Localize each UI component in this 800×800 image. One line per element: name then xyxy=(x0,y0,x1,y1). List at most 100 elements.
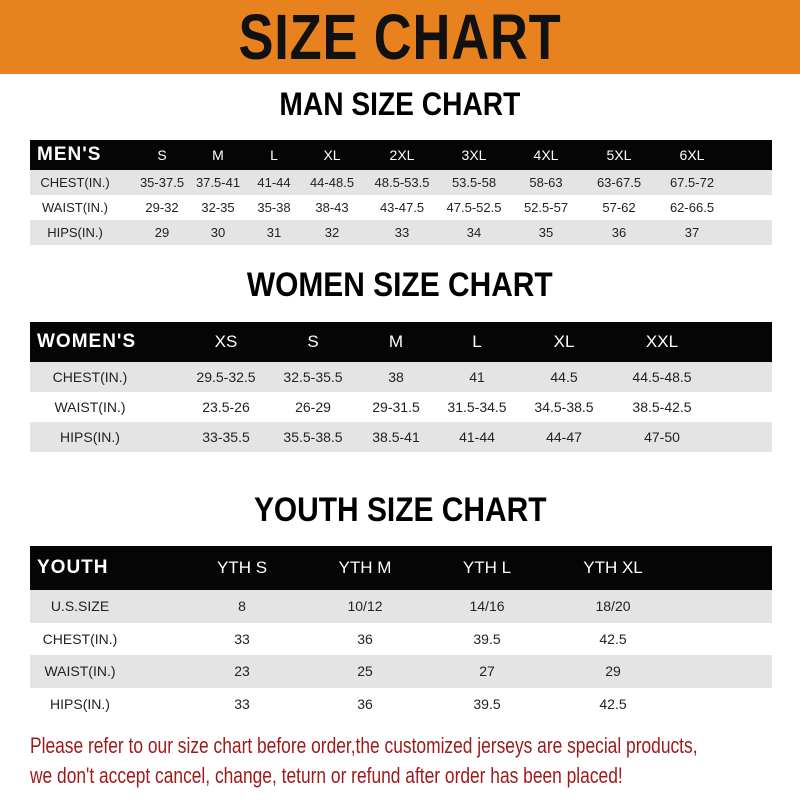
size-column-header: S xyxy=(307,332,319,351)
table-row: WAIST(IN.) 23.5-26 26-29 29-31.5 31.5-34.5 34… xyxy=(30,392,772,422)
table-cell: 35 xyxy=(538,225,554,240)
table-cell: 52.5-57 xyxy=(523,200,569,215)
table-cell: 31.5-34.5 xyxy=(447,399,507,415)
table-cell: 57-62 xyxy=(602,200,636,215)
table-row: WAIST(IN.) 23 25 27 29 xyxy=(30,655,772,688)
table-cell: 47-50 xyxy=(644,429,680,445)
row-label: U.S.SIZE xyxy=(50,598,110,615)
table-cell: 47.5-52.5 xyxy=(446,200,502,215)
table-cell: 39.5 xyxy=(473,695,501,712)
table-row: WAIST(IN.) 29-32 32-35 35-38 38-43 43-47.5 47.… xyxy=(30,195,772,220)
table-cell: 48.5-53.5 xyxy=(374,175,430,190)
table-cell: 35.5-38.5 xyxy=(283,429,343,445)
men-section-title: MAN SIZE CHART xyxy=(279,86,521,122)
table-cell: 44.5-48.5 xyxy=(632,369,692,385)
youth-size-table: YOUTH YTH S YTH M YTH L YTH XL U.S.SIZE 8 10/12… xyxy=(30,546,772,720)
table-cell: 33 xyxy=(234,695,250,712)
row-label: CHEST(IN.) xyxy=(42,630,118,647)
table-cell: 44.5 xyxy=(550,369,578,385)
size-column-header: YTH M xyxy=(338,558,392,577)
size-column-header: 5XL xyxy=(606,147,632,163)
row-label: HIPS(IN.) xyxy=(60,429,120,445)
table-cell: 36 xyxy=(357,695,373,712)
size-column-header: L xyxy=(270,147,278,163)
women-section-title: WOMEN SIZE CHART xyxy=(247,266,553,304)
men-header-label: MEN'S xyxy=(37,144,102,165)
table-cell: 23 xyxy=(234,663,250,680)
table-row: HIPS(IN.) 29 30 31 32 33 34 35 36 37 xyxy=(30,220,772,245)
women-header-label: WOMEN'S xyxy=(37,331,137,352)
size-column-header: 4XL xyxy=(533,147,559,163)
table-cell: 67.5-72 xyxy=(669,175,715,190)
table-cell: 34.5-38.5 xyxy=(534,399,594,415)
size-column-header: XL xyxy=(323,147,341,163)
table-cell: 38-43 xyxy=(315,200,349,215)
table-cell: 38 xyxy=(388,369,404,385)
table-cell: 41 xyxy=(469,369,485,385)
table-cell: 30 xyxy=(210,225,226,240)
table-cell: 58-63 xyxy=(529,175,563,190)
size-column-header: S xyxy=(157,147,167,163)
row-label: HIPS(IN.) xyxy=(50,695,110,712)
notice-line-1: Please refer to our size chart before or… xyxy=(30,733,698,758)
table-cell: 26-29 xyxy=(295,399,331,415)
table-cell: 18/20 xyxy=(595,598,631,615)
table-cell: 36 xyxy=(357,630,373,647)
table-cell: 44-48.5 xyxy=(309,175,355,190)
table-cell: 37.5-41 xyxy=(195,175,241,190)
row-label: CHEST(IN.) xyxy=(40,175,110,190)
table-cell: 63-67.5 xyxy=(596,175,642,190)
table-cell: 8 xyxy=(238,598,246,615)
table-cell: 10/12 xyxy=(347,598,383,615)
size-column-header: 6XL xyxy=(679,147,705,163)
table-cell: 23.5-26 xyxy=(202,399,250,415)
size-column-header: XL xyxy=(553,332,575,351)
women-size-table: WOMEN'S XS S M L XL XXL CHEST(IN.) 29.5-32.5 32.5… xyxy=(30,322,772,452)
table-row: HIPS(IN.) 33 36 39.5 42.5 xyxy=(30,688,772,721)
table-cell: 43-47.5 xyxy=(379,200,425,215)
table-cell: 33 xyxy=(394,225,410,240)
table-cell: 29 xyxy=(154,225,170,240)
page-title: SIZE CHART xyxy=(238,1,562,73)
table-cell: 33 xyxy=(234,630,250,647)
table-cell: 32 xyxy=(324,225,340,240)
table-cell: 38.5-41 xyxy=(372,429,420,445)
youth-header-label: YOUTH xyxy=(37,557,109,578)
table-cell: 31 xyxy=(266,225,282,240)
men-size-table: MEN'S S M L XL 2XL 3XL 4XL 5XL 6XL CHEST(IN.) 35-37… xyxy=(30,140,772,245)
size-column-header: XXL xyxy=(645,332,679,351)
size-column-header: M xyxy=(212,147,224,163)
table-cell: 33-35.5 xyxy=(202,429,250,445)
youth-header-row: YOUTH YTH S YTH M YTH L YTH XL xyxy=(30,546,772,590)
women-header-row: WOMEN'S XS S M L XL XXL xyxy=(30,322,772,362)
row-label: CHEST(IN.) xyxy=(52,369,128,385)
table-cell: 37 xyxy=(684,225,700,240)
table-cell: 42.5 xyxy=(599,630,627,647)
table-cell: 14/16 xyxy=(469,598,505,615)
size-column-header: YTH L xyxy=(462,558,512,577)
size-column-header: YTH XL xyxy=(583,558,643,577)
notice-line-2: we don't accept cancel, change, teturn o… xyxy=(30,763,623,788)
row-label: WAIST(IN.) xyxy=(42,200,108,215)
table-row: HIPS(IN.) 33-35.5 35.5-38.5 38.5-41 41-44 44-… xyxy=(30,422,772,452)
size-column-header: 3XL xyxy=(461,147,487,163)
table-cell: 53.5-58 xyxy=(451,175,497,190)
size-column-header: XS xyxy=(214,332,238,351)
table-cell: 25 xyxy=(357,663,373,680)
table-cell: 62-66.5 xyxy=(669,200,715,215)
table-cell: 27 xyxy=(479,663,495,680)
size-column-header: 2XL xyxy=(389,147,415,163)
table-cell: 32-35 xyxy=(201,200,235,215)
table-cell: 32.5-35.5 xyxy=(283,369,343,385)
table-cell: 29-31.5 xyxy=(372,399,420,415)
row-label: WAIST(IN.) xyxy=(44,663,116,680)
table-cell: 29 xyxy=(605,663,621,680)
table-cell: 41-44 xyxy=(257,175,291,190)
table-cell: 29-32 xyxy=(145,200,179,215)
table-cell: 35-38 xyxy=(257,200,291,215)
table-row: CHEST(IN.) 33 36 39.5 42.5 xyxy=(30,623,772,656)
table-cell: 42.5 xyxy=(599,695,627,712)
youth-section-title: YOUTH SIZE CHART xyxy=(253,491,547,529)
size-column-header: L xyxy=(472,332,482,351)
size-column-header: YTH S xyxy=(216,558,268,577)
